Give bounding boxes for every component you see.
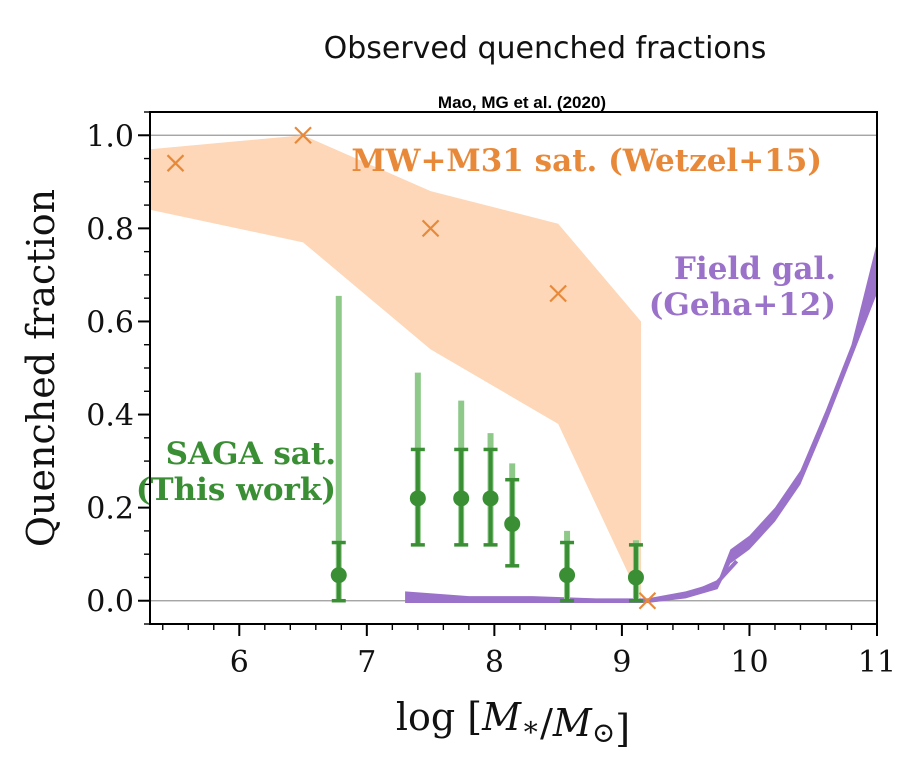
saga-label: SAGA sat. (This work) [136, 436, 336, 508]
x-tick-label: 8 [485, 645, 504, 680]
saga-point [409, 490, 426, 507]
saga-point [453, 490, 470, 507]
wetzel-marker [638, 591, 657, 610]
wetzel-marker [421, 219, 440, 238]
saga-point [559, 567, 576, 584]
y-tick-label: 0.6 [86, 305, 134, 340]
y-tick-label: 0.4 [86, 399, 134, 434]
x-tick-label: 7 [357, 645, 376, 680]
y-tick-label: 0.8 [86, 212, 134, 247]
y-tick-label: 0.0 [86, 585, 134, 620]
wetzel-marker [549, 284, 567, 303]
wetzel-marker [294, 126, 312, 145]
x-tick-label: 10 [730, 645, 768, 680]
y-tick-label: 1.0 [86, 119, 134, 154]
wetzel-label: MW+M31 sat. (Wetzel+15) [351, 143, 822, 179]
series-labels: MW+M31 sat. (Wetzel+15) Field gal. (Geha+1… [136, 143, 836, 508]
field-branch-line [647, 559, 739, 603]
axes: 6 7 8 9 10 11 0.0 0.2 0.4 0.6 0.8 1.0 [86, 111, 896, 680]
x-tick-label: 9 [612, 645, 631, 680]
field-label: Field gal. (Geha+12) [649, 251, 836, 323]
x-axis-label: log [M∗/M⊙] [396, 695, 630, 751]
x-tick-label: 11 [858, 645, 896, 680]
y-axis-label: Quenched fraction [19, 189, 63, 547]
chart-subtitle: Mao, MG et al. (2020) [438, 93, 606, 112]
saga-point [627, 569, 644, 586]
saga-point [330, 567, 347, 584]
y-tick-label: 0.2 [86, 492, 134, 527]
saga-point [482, 490, 499, 507]
wetzel-marker [166, 154, 185, 172]
wetzel-band [150, 135, 642, 601]
saga-point [504, 515, 521, 532]
chart-title: Observed quenched fractions [324, 31, 767, 66]
plot-area [150, 126, 877, 610]
x-tick-label: 6 [230, 645, 249, 680]
